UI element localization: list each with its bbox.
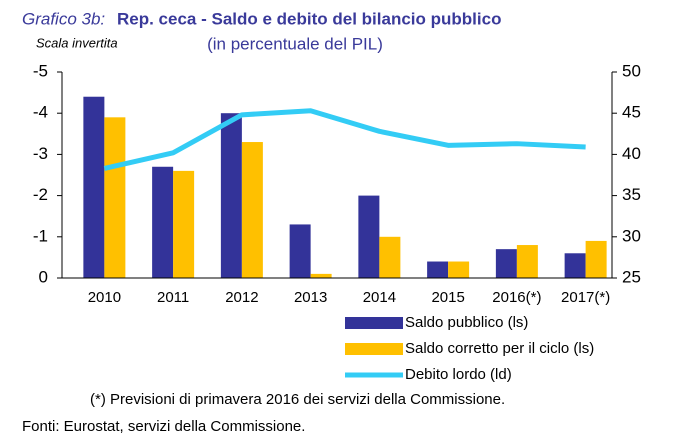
bar [220, 113, 242, 278]
y-tick-label: -3 [33, 144, 48, 163]
bar [427, 261, 449, 278]
y2-tick-label: 35 [622, 185, 641, 204]
bar [83, 96, 105, 278]
x-tick-label: 2010 [88, 289, 121, 306]
bar [152, 166, 174, 278]
legend-swatch [345, 343, 403, 355]
bar [173, 170, 195, 278]
y-tick-label: -1 [33, 226, 48, 245]
chart-title: Rep. ceca - Saldo e debito del bilancio … [117, 9, 501, 28]
bar [448, 261, 470, 278]
y-tick-label: 0 [39, 267, 48, 286]
y-tick-label: -2 [33, 185, 48, 204]
x-tick-label: 2015 [431, 289, 464, 306]
legend-label: Debito lordo (ld) [405, 366, 512, 383]
chart-subtitle: (in percentuale del PIL) [207, 34, 383, 53]
title-prefix: Grafico 3b: [22, 9, 105, 28]
bar [516, 245, 538, 278]
x-tick-label: 2012 [225, 289, 258, 306]
y2-tick-label: 50 [622, 61, 641, 80]
bar [585, 240, 607, 278]
line [103, 108, 586, 171]
source: Fonti: Eurostat, servizi della Commissio… [22, 418, 305, 435]
y2-tick-label: 40 [622, 144, 641, 163]
legend-swatch [345, 317, 403, 329]
x-tick-label: 2011 [157, 289, 189, 306]
bar [564, 253, 586, 278]
y2-tick-label: 30 [622, 226, 641, 245]
x-tick-label: 2013 [294, 289, 327, 306]
legend-label: Saldo corretto per il ciclo (ls) [405, 340, 594, 357]
bar [310, 273, 332, 278]
x-tick-label: 2014 [363, 289, 396, 306]
bar [358, 195, 380, 278]
bar [104, 117, 126, 278]
y-tick-label: -5 [33, 61, 48, 80]
bar [241, 142, 263, 278]
note: (*) Previsioni di primavera 2016 dei ser… [90, 391, 505, 408]
bar [495, 249, 517, 278]
bar [289, 224, 311, 278]
axis-note: Scala invertita [36, 35, 118, 50]
legend-label: Saldo pubblico (ls) [405, 314, 528, 331]
y2-tick-label: 45 [622, 103, 641, 122]
y2-tick-label: 25 [622, 267, 641, 286]
y-tick-label: -4 [33, 103, 48, 122]
x-tick-label: 2017(*) [561, 289, 610, 306]
x-tick-label: 2016(*) [492, 289, 541, 306]
bar [379, 236, 401, 278]
